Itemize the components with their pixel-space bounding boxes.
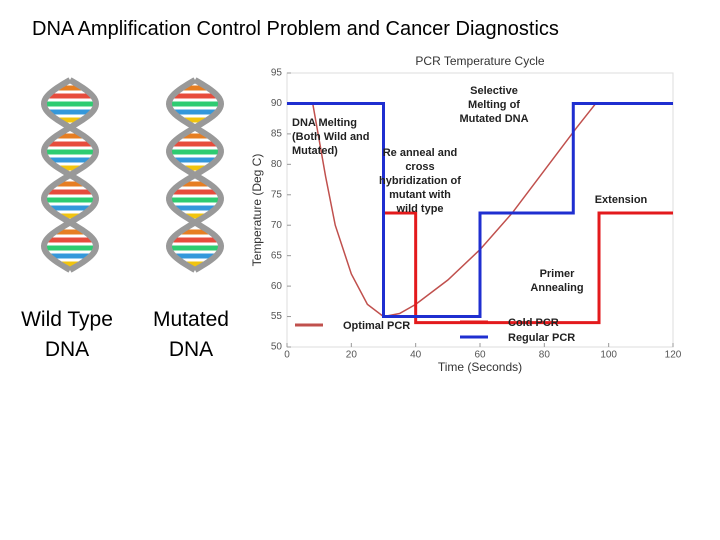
legend-label: Optimal PCR	[343, 320, 410, 332]
x-tick-label: 0	[284, 350, 290, 361]
y-tick-label: 55	[271, 311, 283, 322]
dna-strand	[165, 77, 225, 273]
x-tick-label: 100	[600, 350, 617, 361]
slide-title: DNA Amplification Control Problem and Ca…	[32, 18, 559, 40]
y-tick-label: 90	[271, 98, 283, 109]
annotation: Extension	[594, 194, 648, 206]
x-tick-label: 40	[410, 350, 422, 361]
series-line	[311, 102, 597, 318]
x-tick-label: 120	[665, 350, 682, 361]
annotation: Re anneal and cross hybridization of mut…	[379, 147, 461, 215]
y-tick-label: 65	[271, 250, 283, 261]
annotation: Selective Melting of Mutated DNA	[459, 85, 529, 125]
dna-strand	[40, 77, 100, 273]
chart-title: PCR Temperature Cycle	[415, 54, 544, 68]
y-tick-label: 60	[271, 281, 283, 292]
x-tick-label: 60	[474, 350, 486, 361]
x-axis-label: Time (Seconds)	[438, 360, 522, 374]
series-line	[287, 101, 673, 319]
x-tick-label: 80	[539, 350, 551, 361]
y-axis-label: Temperature (Deg C)	[250, 154, 264, 267]
dna-label: Mutated DNA	[153, 308, 229, 361]
y-tick-label: 50	[271, 342, 283, 353]
legend-label: Regular PCR	[508, 332, 575, 344]
legend-label: Cold PCR	[508, 317, 559, 329]
annotation: Primer Annealing	[530, 268, 584, 294]
dna-label: Wild Type DNA	[21, 308, 113, 361]
y-tick-label: 75	[271, 189, 283, 200]
y-tick-label: 80	[271, 159, 283, 170]
y-tick-label: 85	[271, 129, 283, 140]
x-tick-label: 20	[346, 350, 358, 361]
y-tick-label: 95	[271, 68, 283, 79]
annotation: DNA Melting (Both Wild and Mutated)	[292, 117, 370, 157]
y-tick-label: 70	[271, 220, 283, 231]
